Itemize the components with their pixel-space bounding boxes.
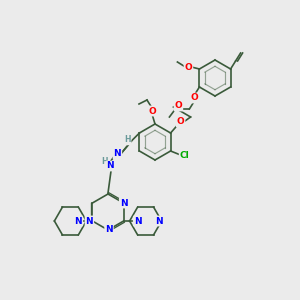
Text: N: N (106, 161, 114, 170)
Text: N: N (114, 149, 121, 158)
Text: N: N (134, 217, 141, 226)
Text: O: O (190, 94, 198, 103)
Text: O: O (184, 62, 192, 71)
Text: O: O (175, 101, 182, 110)
Text: Cl: Cl (180, 152, 190, 160)
Text: O: O (148, 106, 156, 116)
Text: N: N (155, 217, 162, 226)
Text: N: N (85, 217, 93, 226)
Text: N: N (105, 226, 113, 235)
Text: H: H (101, 158, 108, 166)
Text: N: N (75, 217, 82, 226)
Text: N: N (120, 199, 128, 208)
Text: O: O (177, 118, 184, 127)
Text: H: H (124, 136, 131, 145)
